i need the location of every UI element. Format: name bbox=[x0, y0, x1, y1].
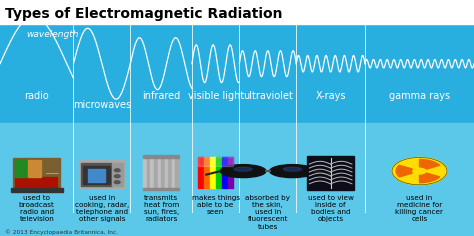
Bar bbox=[15, 160, 41, 177]
Bar bbox=[172, 156, 175, 190]
Circle shape bbox=[114, 181, 120, 184]
Ellipse shape bbox=[283, 167, 301, 171]
Bar bbox=[88, 169, 105, 182]
Text: X-rays: X-rays bbox=[315, 91, 346, 101]
Circle shape bbox=[114, 175, 120, 178]
Bar bbox=[161, 156, 164, 190]
Bar bbox=[210, 157, 216, 188]
Bar bbox=[28, 160, 41, 177]
Text: wavelength: wavelength bbox=[26, 30, 79, 39]
Bar bbox=[13, 158, 61, 189]
Text: makes things
able to be
seen: makes things able to be seen bbox=[191, 195, 240, 215]
Text: infrared: infrared bbox=[142, 91, 180, 101]
Bar bbox=[15, 177, 57, 188]
Bar bbox=[80, 160, 125, 188]
Text: used in
medicine for
killing cancer
cells: used in medicine for killing cancer cell… bbox=[395, 195, 444, 223]
Text: gamma rays: gamma rays bbox=[389, 91, 450, 101]
Text: transmits
heat from
sun, fires,
radiators: transmits heat from sun, fires, radiator… bbox=[144, 195, 179, 223]
Ellipse shape bbox=[234, 167, 252, 171]
Bar bbox=[165, 156, 168, 190]
Circle shape bbox=[114, 169, 120, 172]
Ellipse shape bbox=[220, 165, 266, 177]
Bar bbox=[83, 166, 110, 184]
Ellipse shape bbox=[270, 165, 315, 177]
Bar bbox=[175, 156, 178, 190]
Bar bbox=[154, 156, 157, 190]
Bar bbox=[15, 160, 28, 177]
Circle shape bbox=[414, 168, 425, 174]
Bar bbox=[228, 157, 233, 188]
Bar bbox=[151, 156, 154, 190]
Bar bbox=[147, 156, 150, 190]
Bar bbox=[112, 163, 123, 186]
Wedge shape bbox=[419, 173, 440, 183]
Bar bbox=[204, 157, 210, 188]
Bar bbox=[198, 157, 233, 166]
Bar bbox=[143, 156, 146, 190]
Text: used to
broadcast
radio and
television: used to broadcast radio and television bbox=[19, 195, 55, 223]
Circle shape bbox=[392, 157, 447, 185]
Text: Types of Electromagnetic Radiation: Types of Electromagnetic Radiation bbox=[5, 7, 282, 21]
Bar bbox=[0, 123, 474, 236]
Bar bbox=[216, 157, 222, 188]
Wedge shape bbox=[419, 160, 440, 169]
Bar bbox=[168, 156, 171, 190]
Bar bbox=[143, 188, 179, 190]
Text: ultraviolet: ultraviolet bbox=[243, 91, 293, 101]
Bar bbox=[143, 155, 179, 158]
Text: microwaves: microwaves bbox=[73, 100, 131, 110]
Text: used in
cooking, radar,
telephone and
other signals: used in cooking, radar, telephone and ot… bbox=[75, 195, 129, 223]
Text: used to view
inside of
bodies and
objects: used to view inside of bodies and object… bbox=[308, 195, 354, 223]
Text: visible light: visible light bbox=[188, 91, 244, 101]
Bar bbox=[307, 156, 354, 190]
Bar bbox=[221, 157, 228, 188]
Bar bbox=[0, 0, 474, 24]
Bar bbox=[10, 188, 63, 192]
Text: © 2013 Encyclopaedia Britannica, Inc.: © 2013 Encyclopaedia Britannica, Inc. bbox=[5, 229, 118, 235]
Text: radio: radio bbox=[24, 91, 49, 101]
Wedge shape bbox=[396, 165, 412, 177]
Bar bbox=[157, 156, 161, 190]
Bar bbox=[198, 157, 204, 188]
Bar bbox=[82, 164, 112, 186]
Text: absorbed by
the skin,
used in
fluorescent
tubes: absorbed by the skin, used in fluorescen… bbox=[246, 195, 290, 230]
